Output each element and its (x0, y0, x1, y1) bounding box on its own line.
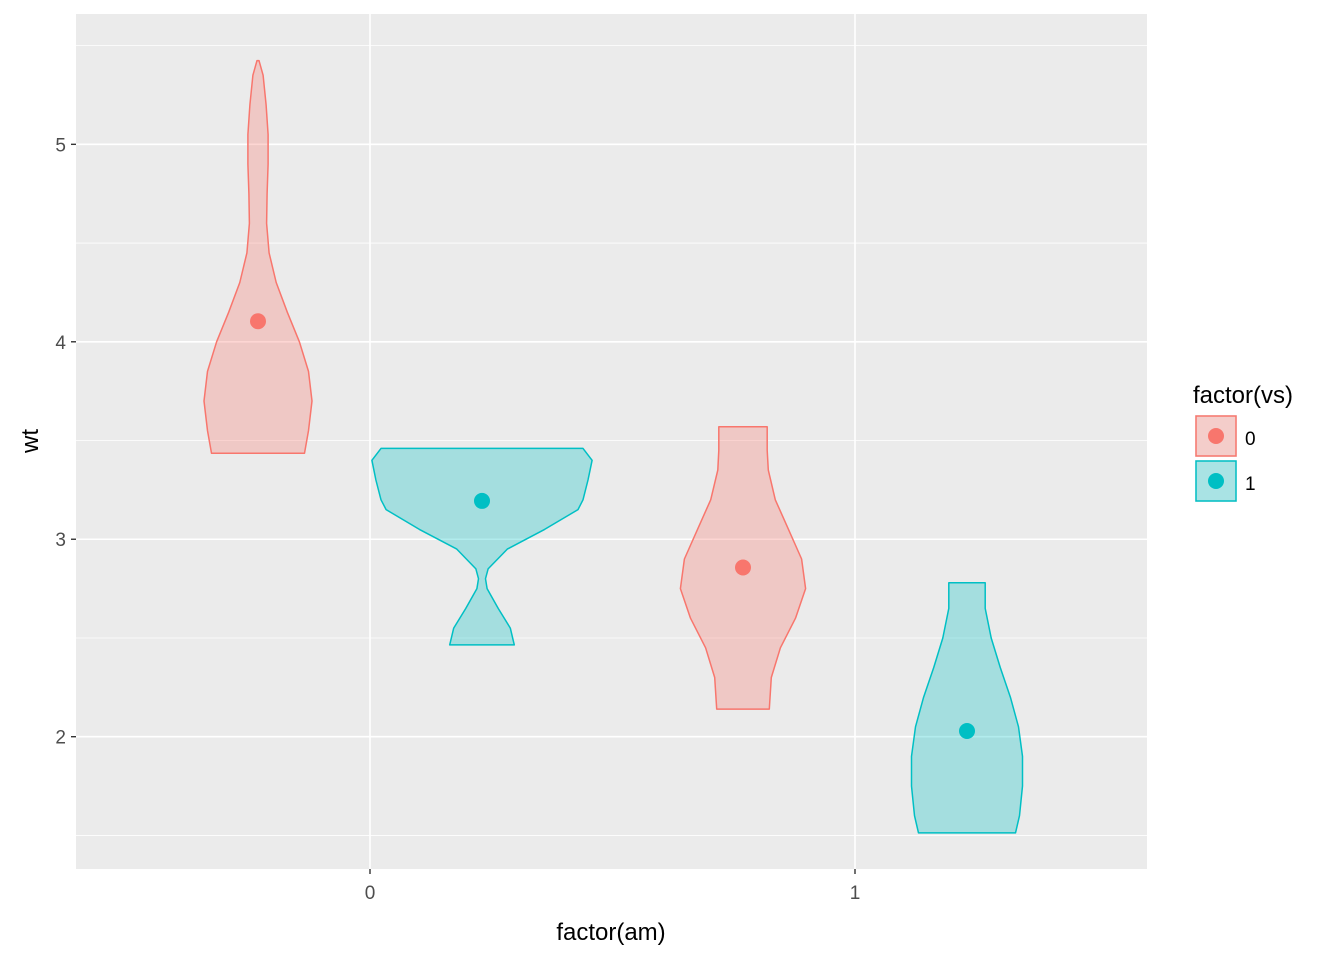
violin-vs1-am1 (910, 581, 1024, 834)
legend-title: factor(vs) (1193, 382, 1293, 409)
grid-lines (76, 14, 1147, 869)
violin-vs1-am0 (371, 447, 593, 646)
legend-label-1: 1 (1245, 474, 1256, 495)
y-axis-title: wt (17, 429, 44, 454)
legend: factor(vs) 0 1 (1193, 382, 1293, 502)
legend-key-point-0 (1208, 428, 1224, 444)
x-tick-label: 0 (365, 883, 376, 904)
legend-key-point-1 (1208, 473, 1224, 489)
legend-label-0: 0 (1245, 429, 1256, 450)
median-point-vs0-am0 (250, 313, 266, 330)
median-point-vs1-am1 (959, 722, 975, 739)
legend-keys (1195, 415, 1237, 502)
median-point-vs0-am1 (735, 559, 751, 576)
violin-vs0-am0 (203, 59, 313, 455)
y-tick-label: 3 (55, 530, 66, 551)
x-axis-title: factor(am) (556, 919, 665, 946)
y-tick-label: 2 (55, 728, 66, 749)
median-point-vs1-am0 (474, 492, 490, 509)
y-axis: 2 3 4 5 (55, 135, 76, 749)
y-tick-label: 4 (55, 333, 66, 354)
x-tick-label: 1 (850, 883, 861, 904)
median-points (250, 313, 975, 739)
y-tick-label: 5 (55, 135, 66, 156)
